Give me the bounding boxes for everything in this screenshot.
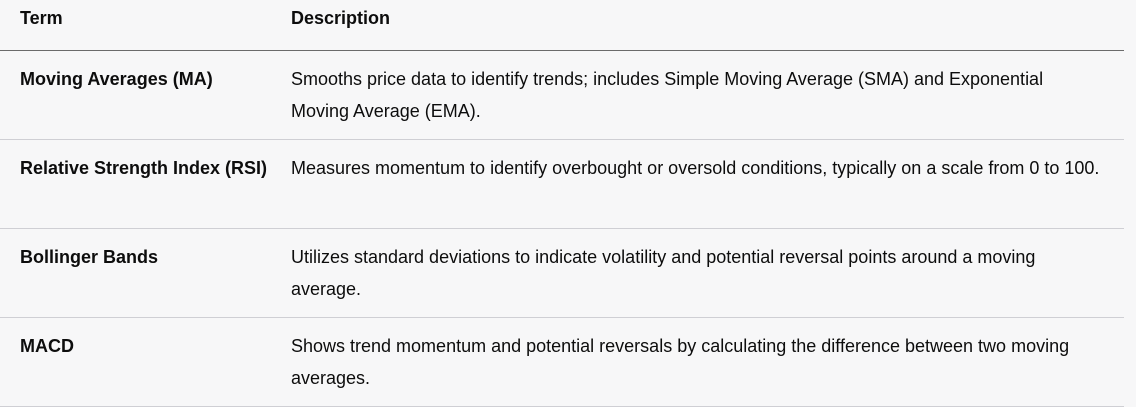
description-cell: Shows trend momentum and potential rever… — [291, 317, 1124, 407]
description-cell: Measures momentum to identify overbought… — [291, 139, 1124, 229]
term-cell: Relative Strength Index (RSI) — [0, 139, 291, 229]
term-cell: Bollinger Bands — [0, 228, 291, 318]
table-row: Moving Averages (MA) Smooths price data … — [0, 50, 1124, 140]
header-term: Term — [0, 0, 291, 51]
table-row: Relative Strength Index (RSI) Measures m… — [0, 139, 1124, 229]
term-cell: MACD — [0, 317, 291, 407]
table-row: Bollinger Bands Utilizes standard deviat… — [0, 228, 1124, 318]
term-cell: Moving Averages (MA) — [0, 50, 291, 140]
table-header-row: Term Description — [0, 0, 1124, 51]
description-cell: Smooths price data to identify trends; i… — [291, 50, 1124, 140]
header-description: Description — [291, 0, 1124, 51]
description-cell: Utilizes standard deviations to indicate… — [291, 228, 1124, 318]
table-row: MACD Shows trend momentum and potential … — [0, 317, 1124, 407]
